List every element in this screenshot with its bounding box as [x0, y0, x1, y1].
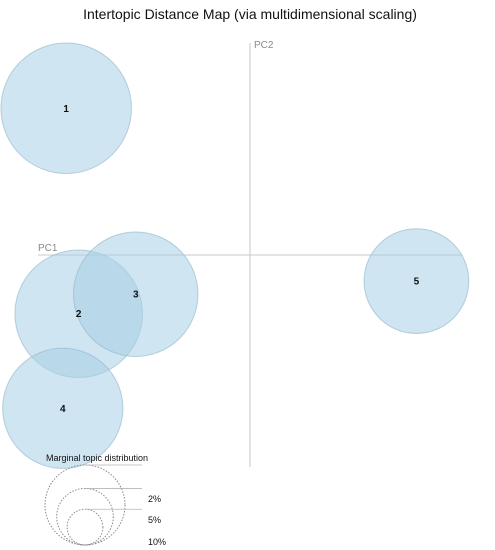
legend-label-5pct: 5% [148, 515, 161, 525]
marginal-topic-legend: Marginal topic distribution 2% 5% 10% [44, 453, 166, 547]
topic-bubble-3[interactable] [73, 231, 199, 357]
legend-label-2pct: 2% [148, 494, 161, 504]
legend-title: Marginal topic distribution [46, 453, 148, 463]
legend-circle-5pct [56, 487, 114, 546]
topic-label-2: 2 [76, 309, 82, 320]
legend-circle-2pct [66, 508, 104, 546]
y-axis-label: PC2 [254, 40, 274, 51]
x-axis-label: PC1 [38, 243, 58, 254]
legend-circles: 2% 5% 10% [44, 464, 166, 547]
topic-bubble-5[interactable] [363, 228, 470, 334]
topic-label-1: 1 [63, 104, 69, 115]
topic-bubble-1[interactable] [0, 42, 132, 175]
topic-bubble-4[interactable] [2, 347, 124, 469]
legend-circle-10pct [44, 464, 126, 546]
chart-title: Intertopic Distance Map (via multidimens… [83, 6, 417, 22]
topic-label-5: 5 [414, 277, 420, 288]
topic-label-4: 4 [60, 404, 66, 415]
topic-label-3: 3 [133, 290, 139, 301]
topic-bubbles: 1 2 3 4 5 [0, 42, 470, 469]
legend-label-10pct: 10% [148, 537, 166, 547]
